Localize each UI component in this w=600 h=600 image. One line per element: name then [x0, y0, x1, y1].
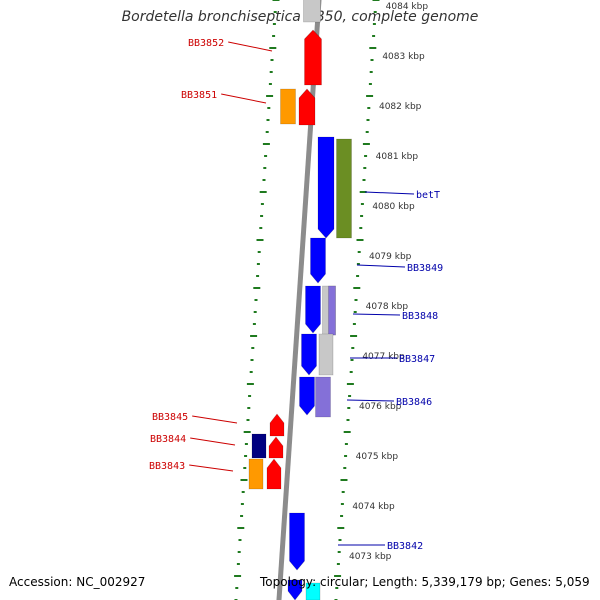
gene-label: BB3848 — [402, 311, 438, 322]
kbp-label: 4076 kbp — [359, 402, 402, 412]
gene-arrow-bb3845 — [269, 413, 285, 437]
gene-arrow-bb3849 — [310, 237, 326, 284]
kbp-label: 4079 kbp — [369, 252, 412, 262]
gene-label: BB3849 — [407, 263, 443, 274]
gene-leader-line — [346, 399, 395, 402]
gene-arrow-bb3847 — [301, 333, 317, 376]
kbp-label: 4080 kbp — [372, 202, 415, 212]
gene-leader-line — [364, 191, 415, 195]
kbp-label: 4074 kbp — [352, 502, 395, 512]
kbp-label: 4073 kbp — [349, 552, 392, 562]
gene-block-navy — [251, 433, 267, 459]
gene-block-gray-top — [303, 0, 321, 23]
gene-arrow-bett — [317, 136, 335, 239]
gene-block-lavender-2 — [315, 376, 331, 418]
gene-label: betT — [416, 190, 440, 201]
genome-summary-text: Topology: circular; Length: 5,339,179 bp… — [260, 575, 590, 589]
gene-arrow-bb3852 — [304, 29, 322, 86]
gene-label: BB3845 — [152, 412, 188, 423]
kbp-label: 4082 kbp — [379, 102, 422, 112]
kbp-label: 4081 kbp — [376, 152, 419, 162]
gene-label: BB3846 — [396, 397, 432, 408]
gene-block-gray-2 — [318, 333, 334, 376]
gene-leader-line — [192, 415, 238, 424]
gene-block-orange-1 — [280, 88, 296, 125]
gene-label: BB3844 — [150, 434, 186, 445]
gene-arrow-bb3846 — [299, 376, 315, 416]
gene-label: BB3851 — [181, 90, 217, 101]
accession-text: Accession: NC_002927 — [9, 575, 146, 589]
gene-leader-line — [221, 93, 267, 104]
gene-leader-line — [228, 41, 273, 52]
gene-leader-line — [190, 437, 236, 446]
gene-arrow-bb3842 — [289, 512, 305, 571]
gene-block-lavender-1 — [328, 285, 336, 336]
gene-label: BB3842 — [387, 541, 423, 552]
gene-leader-line — [352, 313, 401, 316]
kbp-label: 4075 kbp — [356, 452, 399, 462]
map-title: Bordetella bronchiseptica RB50, complete… — [121, 9, 479, 25]
gene-arrow-bottom — [287, 579, 303, 600]
gene-leader-line — [356, 264, 406, 268]
gene-label: BB3847 — [399, 354, 435, 365]
kbp-label: 4084 kbp — [386, 2, 429, 12]
gene-arrow-bb3843 — [266, 458, 282, 490]
gene-label: BB3852 — [188, 38, 224, 49]
gene-arrow-bb3851 — [298, 88, 316, 126]
gene-arrow-bb3848a — [305, 285, 321, 334]
kbp-label: 4078 kbp — [366, 302, 409, 312]
gene-label: BB3843 — [149, 461, 185, 472]
gene-arrow-bb3844 — [268, 436, 284, 459]
gene-block-olive — [336, 138, 352, 239]
kbp-label: 4083 kbp — [382, 52, 425, 62]
gene-block-cyan — [305, 582, 321, 600]
gene-leader-line — [189, 464, 234, 472]
kbp-label: 4077 kbp — [362, 352, 405, 362]
gene-block-orange-2 — [248, 458, 264, 490]
